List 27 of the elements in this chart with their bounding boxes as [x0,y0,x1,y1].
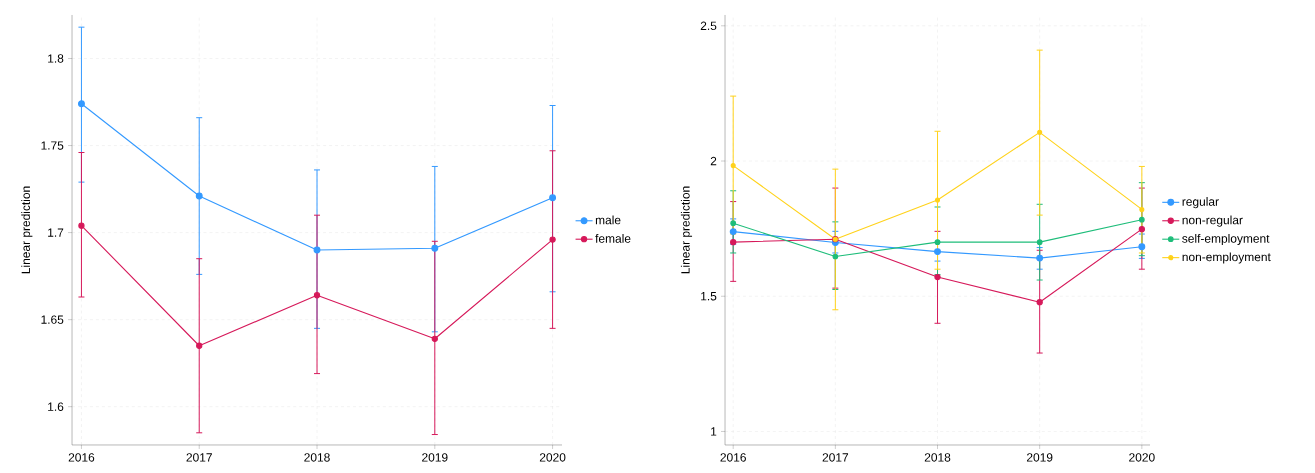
legend-label: male [595,215,621,225]
y-tick-label: 1.75 [41,141,64,150]
y-tick-label: 2 [710,156,717,166]
y-tick-label: 1.6 [48,402,64,411]
legend-label: non-employment [1182,252,1271,264]
x-tick-label: 2019 [422,453,448,462]
y-tick-label: 1.8 [48,54,64,63]
x-tick-label: 2020 [1129,453,1155,462]
y-axis-title: Linear prediction [680,186,693,274]
x-tick-label: 2018 [304,453,330,462]
y-tick-label: 1.7 [48,228,64,237]
x-tick-label: 2016 [68,453,95,462]
x-tick-label: 2017 [822,453,849,462]
x-tick-label: 2018 [924,453,951,462]
x-tick-label: 2017 [186,453,212,462]
y-axis-title: Linear prediction [21,186,33,274]
legend-label: female [595,233,631,243]
legend-label: self-employment [1182,233,1270,246]
y-tick-label: 1 [711,427,717,436]
x-tick-label: 2020 [539,453,566,462]
y-tick-label: 1.5 [701,292,717,301]
y-tick-label: 2.5 [700,21,717,31]
x-tick-label: 2016 [720,453,746,462]
legend-label: non-regular [1182,215,1243,227]
legend-label: regular [1182,197,1219,209]
y-tick-label: 1.65 [41,315,64,324]
x-tick-label: 2019 [1026,453,1053,462]
